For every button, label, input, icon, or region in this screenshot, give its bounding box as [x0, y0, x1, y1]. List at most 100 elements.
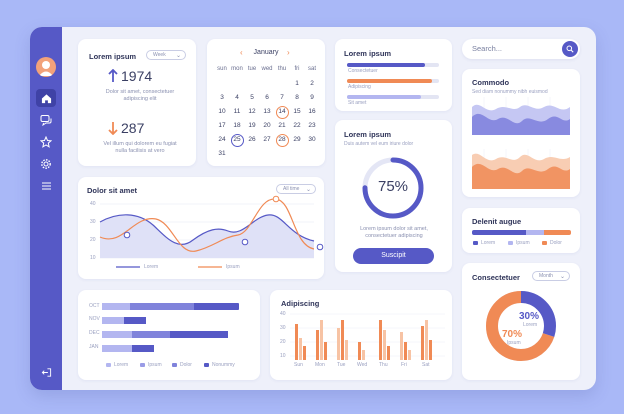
progress-fill — [347, 95, 421, 99]
home-icon[interactable] — [36, 89, 56, 107]
progress-label: Consectetuer — [348, 68, 378, 74]
line-series-blue — [99, 214, 315, 246]
vbar-bar — [299, 338, 302, 360]
vbar-bar — [383, 330, 386, 360]
hbar-bar — [102, 345, 132, 352]
legend-label: Ipsum — [226, 264, 240, 270]
vbar-bar — [387, 346, 390, 360]
commodo-area-charts — [472, 97, 570, 189]
arrow-up-icon — [108, 68, 118, 88]
delenit-card: Delenit augue Lorem Ipsum Dolor — [462, 208, 580, 253]
y-tick: 20 — [280, 339, 286, 345]
hbar-bar — [102, 317, 146, 324]
calendar-day[interactable]: 24 — [218, 136, 226, 143]
stats-period-dropdown[interactable]: Week ⌄ — [146, 50, 186, 60]
stats-card-title: Lorem ipsum — [89, 52, 137, 61]
x-tick: Thu — [379, 362, 388, 368]
calendar-day[interactable]: 6 — [265, 94, 269, 101]
search-icon[interactable] — [562, 41, 578, 57]
x-tick: Sun — [294, 362, 303, 368]
calendar-day[interactable]: 25 — [233, 136, 241, 143]
calendar-day[interactable]: 4 — [235, 94, 239, 101]
commodo-card: Commodo Sed diam nonummy nibh euismod — [462, 69, 580, 197]
stats-period-value: Week — [153, 52, 166, 58]
logout-icon[interactable] — [36, 363, 56, 381]
suscipit-button[interactable]: Suscipit — [353, 248, 434, 264]
x-tick: Fri — [401, 362, 407, 368]
calendar-day[interactable]: 22 — [293, 122, 301, 129]
calendar-day[interactable]: 30 — [308, 136, 316, 143]
x-tick: Tue — [337, 362, 346, 368]
line-chart-period-dropdown[interactable]: All time ⌄ — [276, 184, 316, 194]
calendar-day[interactable]: 29 — [293, 136, 301, 143]
chevron-left-icon[interactable]: ‹ — [240, 48, 243, 57]
calendar-day[interactable]: 12 — [248, 108, 256, 115]
x-tick: Wed — [357, 362, 368, 368]
calendar-day[interactable]: 7 — [280, 94, 284, 101]
chat-icon[interactable] — [36, 111, 56, 129]
progress-fill — [347, 79, 432, 83]
vbar-bar — [345, 340, 348, 360]
legend-label: Ipsum — [516, 240, 530, 246]
line-chart-period-value: All time — [283, 186, 300, 192]
calendar-day[interactable]: 8 — [295, 94, 299, 101]
calendar-day[interactable]: 23 — [308, 122, 316, 129]
hbar-category: NOV — [89, 316, 100, 322]
calendar-day[interactable]: 10 — [218, 108, 226, 115]
legend-label: Dolor — [180, 362, 192, 368]
vbar-bar — [425, 320, 428, 360]
gear-icon[interactable] — [36, 155, 56, 173]
calendar-day[interactable]: 17 — [218, 122, 226, 129]
calendar-day[interactable]: 13 — [263, 108, 271, 115]
calendar-day[interactable]: 9 — [310, 94, 314, 101]
search-bar[interactable]: Search... — [462, 39, 580, 59]
calendar-day[interactable]: 3 — [220, 94, 224, 101]
calendar-weekday: fri — [294, 66, 300, 72]
y-tick: 40 — [90, 201, 96, 207]
stat-value-2: 287 — [121, 120, 145, 136]
vbar-bar — [429, 340, 432, 360]
sidebar — [30, 27, 62, 390]
legend-label: Lorem — [114, 362, 129, 368]
dashboard-frame: Lorem ipsum Week ⌄ 1974 Dolor sit amet, c… — [30, 27, 596, 390]
vbar-bar — [295, 324, 298, 360]
vbar-bar — [379, 320, 382, 360]
commodo-title: Commodo — [472, 78, 510, 87]
menu-icon[interactable] — [36, 177, 56, 195]
line-chart-plot — [99, 195, 324, 268]
vbar-bar — [341, 320, 344, 360]
donut-period-dropdown[interactable]: Month ⌄ — [532, 271, 570, 281]
calendar-day[interactable]: 19 — [248, 122, 256, 129]
donut-period-value: Month — [539, 273, 553, 279]
calendar-day[interactable]: 11 — [233, 108, 241, 115]
line-chart-card: Dolor sit amet All time ⌄ 40 30 20 10 Lor… — [78, 177, 324, 279]
calendar-day[interactable]: 5 — [250, 94, 254, 101]
calendar-day[interactable]: 16 — [308, 108, 316, 115]
star-icon[interactable] — [36, 133, 56, 151]
hbar-category: OCT — [89, 303, 100, 309]
vbar-plot — [290, 313, 445, 360]
calendar-day[interactable]: 31 — [218, 150, 226, 157]
chevron-right-icon[interactable]: › — [287, 48, 290, 57]
calendar-day[interactable]: 15 — [293, 108, 301, 115]
calendar-weekday: mon — [231, 66, 243, 72]
calendar-day[interactable]: 20 — [263, 122, 271, 129]
gauge-card-title: Lorem ipsum — [344, 130, 392, 139]
hbar-category: JAN — [89, 344, 99, 350]
donut-value-lorem: 30% — [519, 311, 540, 322]
calendar-day[interactable]: 14 — [278, 108, 286, 115]
calendar-day[interactable]: 26 — [248, 136, 256, 143]
vbar-bar — [421, 326, 424, 360]
calendar-day[interactable]: 1 — [295, 80, 299, 87]
avatar-icon[interactable] — [36, 57, 56, 77]
line-point — [316, 243, 324, 251]
progress-card: Lorem ipsum Consectetuer Adipiscing Sit am… — [335, 39, 452, 111]
calendar-day-highlight — [230, 133, 244, 147]
calendar-day[interactable]: 21 — [278, 122, 286, 129]
calendar-day[interactable]: 27 — [263, 136, 271, 143]
calendar-day[interactable]: 28 — [278, 136, 286, 143]
search-input[interactable]: Search... — [472, 44, 503, 53]
calendar-day[interactable]: 2 — [310, 80, 314, 87]
calendar-day[interactable]: 18 — [233, 122, 241, 129]
chevron-down-icon: ⌄ — [305, 187, 311, 193]
